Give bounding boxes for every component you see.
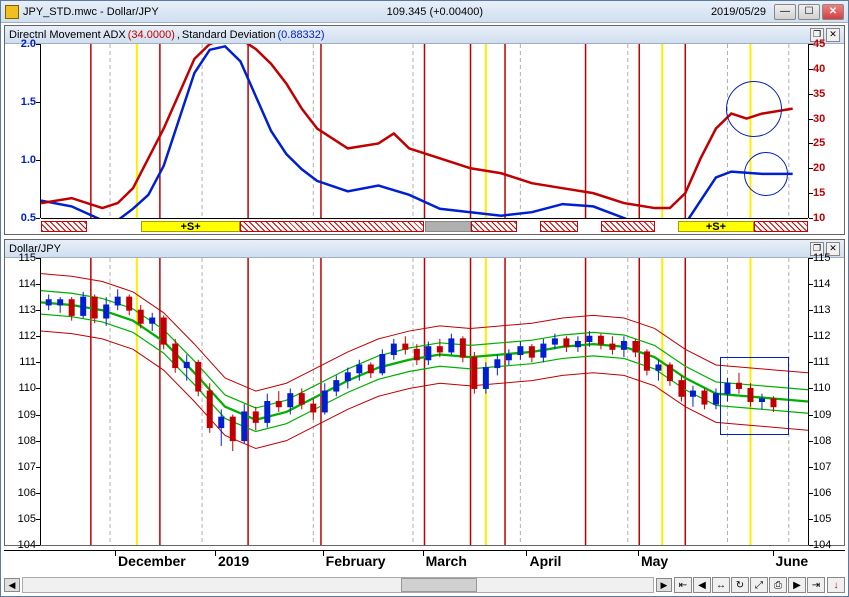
toolbar-button-7[interactable]: ⇥: [807, 577, 825, 593]
minimize-button[interactable]: —: [774, 4, 796, 20]
y-axis-left: 104105106107108109110111112113114115: [5, 258, 41, 545]
app-icon: [5, 5, 19, 19]
x-axis-label: 2019: [218, 553, 249, 569]
x-axis-label: December: [118, 553, 186, 569]
x-axis-label: May: [641, 553, 668, 569]
bottom-toolbar: ◀ ▶ ⇤◀↔↻⤢⎙▶⇥ ↓: [4, 576, 845, 594]
scroll-left-button[interactable]: ◀: [4, 578, 20, 592]
x-axis-label: February: [326, 553, 386, 569]
down-arrow-button[interactable]: ↓: [827, 577, 845, 593]
y-axis-right: 1015202530354045: [808, 44, 844, 218]
price-readout: 109.345 (+0.00400): [159, 6, 711, 18]
stddev-label: Standard Deviation: [182, 29, 276, 41]
y-axis-left: 0.51.01.52.0: [5, 44, 41, 218]
indicator-panel: Directnl Movement ADX (34.0000) , Standa…: [4, 25, 845, 235]
toolbar-button-0[interactable]: ⇤: [674, 577, 692, 593]
signal-label: +S+: [141, 221, 241, 232]
toolbar-button-5[interactable]: ⎙: [769, 577, 787, 593]
indicator-panel-header[interactable]: Directnl Movement ADX (34.0000) , Standa…: [5, 26, 844, 44]
indicator-plot[interactable]: [41, 44, 808, 218]
panel-close-button[interactable]: ✕: [826, 28, 840, 42]
maximize-button[interactable]: ☐: [798, 4, 820, 20]
price-panel-header[interactable]: Dollar/JPY ❐ ✕: [5, 240, 844, 258]
x-axis-label: March: [426, 553, 467, 569]
x-axis-label: June: [776, 553, 809, 569]
x-axis-label: April: [529, 553, 561, 569]
price-chart[interactable]: 104105106107108109110111112113114115 104…: [5, 258, 844, 545]
window-title: JPY_STD.mwc - Dollar/JPY: [23, 6, 159, 18]
x-axis: December 2019 February March April May June: [4, 550, 845, 574]
titlebar[interactable]: JPY_STD.mwc - Dollar/JPY 109.345 (+0.004…: [1, 1, 848, 23]
toolbar-button-2[interactable]: ↔: [712, 577, 730, 593]
y-axis-right: 104105106107108109110111112113114115: [808, 258, 844, 545]
indicator-chart[interactable]: 0.51.01.52.0 1015202530354045: [5, 44, 844, 218]
app-window: JPY_STD.mwc - Dollar/JPY 109.345 (+0.004…: [0, 0, 849, 597]
stddev-value: (0.88332): [277, 29, 324, 41]
adx-value: (34.0000): [128, 29, 175, 41]
price-plot[interactable]: [41, 258, 808, 545]
toolbar-button-3[interactable]: ↻: [731, 577, 749, 593]
price-panel: Dollar/JPY ❐ ✕ 1041051061071081091101111…: [4, 239, 845, 546]
horizontal-scrollbar[interactable]: [22, 577, 654, 593]
signal-strip: +S+ +S+: [41, 218, 808, 234]
close-button[interactable]: ✕: [822, 4, 844, 20]
scroll-right-button[interactable]: ▶: [656, 578, 672, 592]
toolbar-button-6[interactable]: ▶: [788, 577, 806, 593]
date-readout: 2019/05/29: [711, 6, 766, 18]
toolbar-button-1[interactable]: ◀: [693, 577, 711, 593]
signal-label: +S+: [678, 221, 755, 232]
scrollbar-thumb[interactable]: [401, 578, 477, 592]
toolbar-button-4[interactable]: ⤢: [750, 577, 768, 593]
